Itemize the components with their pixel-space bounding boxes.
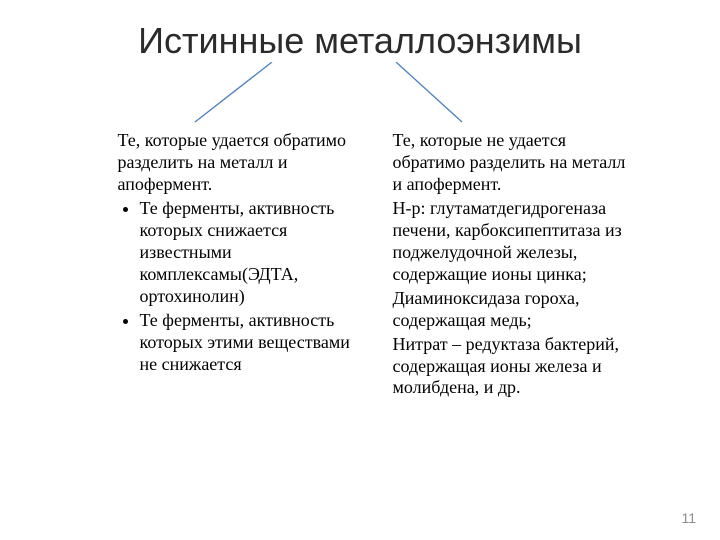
page-number: 11 xyxy=(681,510,696,526)
list-item: Те ферменты, активность которых снижаетс… xyxy=(140,198,363,308)
left-column: Те, которые удается обратимо разделить н… xyxy=(118,130,363,401)
arrow-left xyxy=(195,62,272,122)
arrow-right xyxy=(396,62,462,122)
right-paragraph: Нитрат – редуктаза бактерий, содержащая … xyxy=(393,334,638,400)
list-item: Те ферменты, активность которых этими ве… xyxy=(140,310,363,376)
slide-title: Истинные металлоэнзимы xyxy=(0,20,720,62)
columns-container: Те, которые удается обратимо разделить н… xyxy=(0,130,720,401)
right-paragraph: Те, которые не удается обратимо разделит… xyxy=(393,130,638,196)
left-intro: Те, которые удается обратимо разделить н… xyxy=(118,130,363,196)
right-column: Те, которые не удается обратимо разделит… xyxy=(393,130,638,401)
right-paragraph: Н-р: глутаматдегидрогеназа печени, карбо… xyxy=(393,198,638,286)
branch-arrows xyxy=(0,62,720,132)
left-bullet-list: Те ферменты, активность которых снижаетс… xyxy=(118,198,363,376)
right-paragraph: Диаминоксидаза гороха, содержащая медь; xyxy=(393,288,638,332)
